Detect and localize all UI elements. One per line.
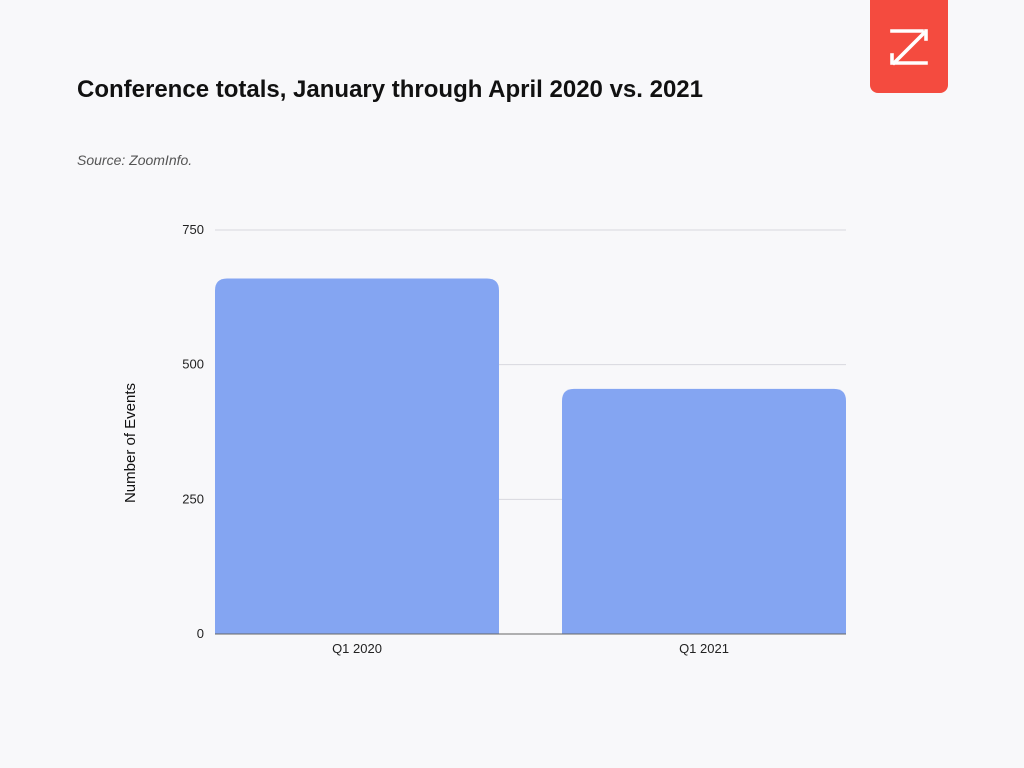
zoominfo-logo — [870, 0, 948, 93]
chart-title: Conference totals, January through April… — [77, 76, 703, 103]
y-tick-label: 250 — [182, 491, 204, 506]
y-tick-label: 0 — [197, 626, 204, 641]
x-tick-label: Q1 2021 — [679, 641, 729, 656]
y-tick-label: 750 — [182, 222, 204, 237]
x-tick-label: Q1 2020 — [332, 641, 382, 656]
bars — [215, 278, 846, 634]
y-axis-title: Number of Events — [122, 383, 139, 503]
bar-q1-2020 — [215, 278, 499, 634]
y-tick-label: 500 — [182, 357, 204, 372]
source-note: Source: ZoomInfo. — [77, 152, 193, 168]
bar-q1-2021 — [562, 388, 846, 634]
zoominfo-z-logo-icon — [890, 29, 928, 66]
tick-labels: 0 250 500 750 Q1 2020 Q1 2021 — [182, 222, 729, 656]
